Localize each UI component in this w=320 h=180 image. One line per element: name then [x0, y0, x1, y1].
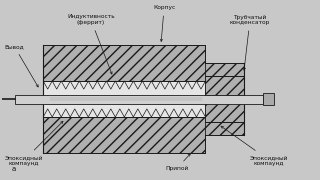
Text: Припой: Припой — [165, 154, 190, 171]
Text: Индуктивность
(феррит): Индуктивность (феррит) — [67, 14, 115, 74]
Polygon shape — [43, 117, 244, 153]
Bar — [14, 94, 263, 103]
Text: Трубчатый
конденсатор: Трубчатый конденсатор — [230, 14, 270, 70]
Text: Вывод: Вывод — [5, 44, 38, 87]
Text: Эпоксидный
компаунд: Эпоксидный компаунд — [5, 121, 63, 166]
Bar — [263, 93, 274, 105]
Text: Корпус: Корпус — [153, 5, 175, 41]
Text: а: а — [12, 166, 16, 172]
Text: Эпоксидный
компаунд: Эпоксидный компаунд — [221, 126, 288, 166]
Bar — [43, 81, 205, 117]
Bar — [205, 76, 244, 95]
Bar — [205, 103, 244, 122]
Polygon shape — [43, 45, 244, 81]
